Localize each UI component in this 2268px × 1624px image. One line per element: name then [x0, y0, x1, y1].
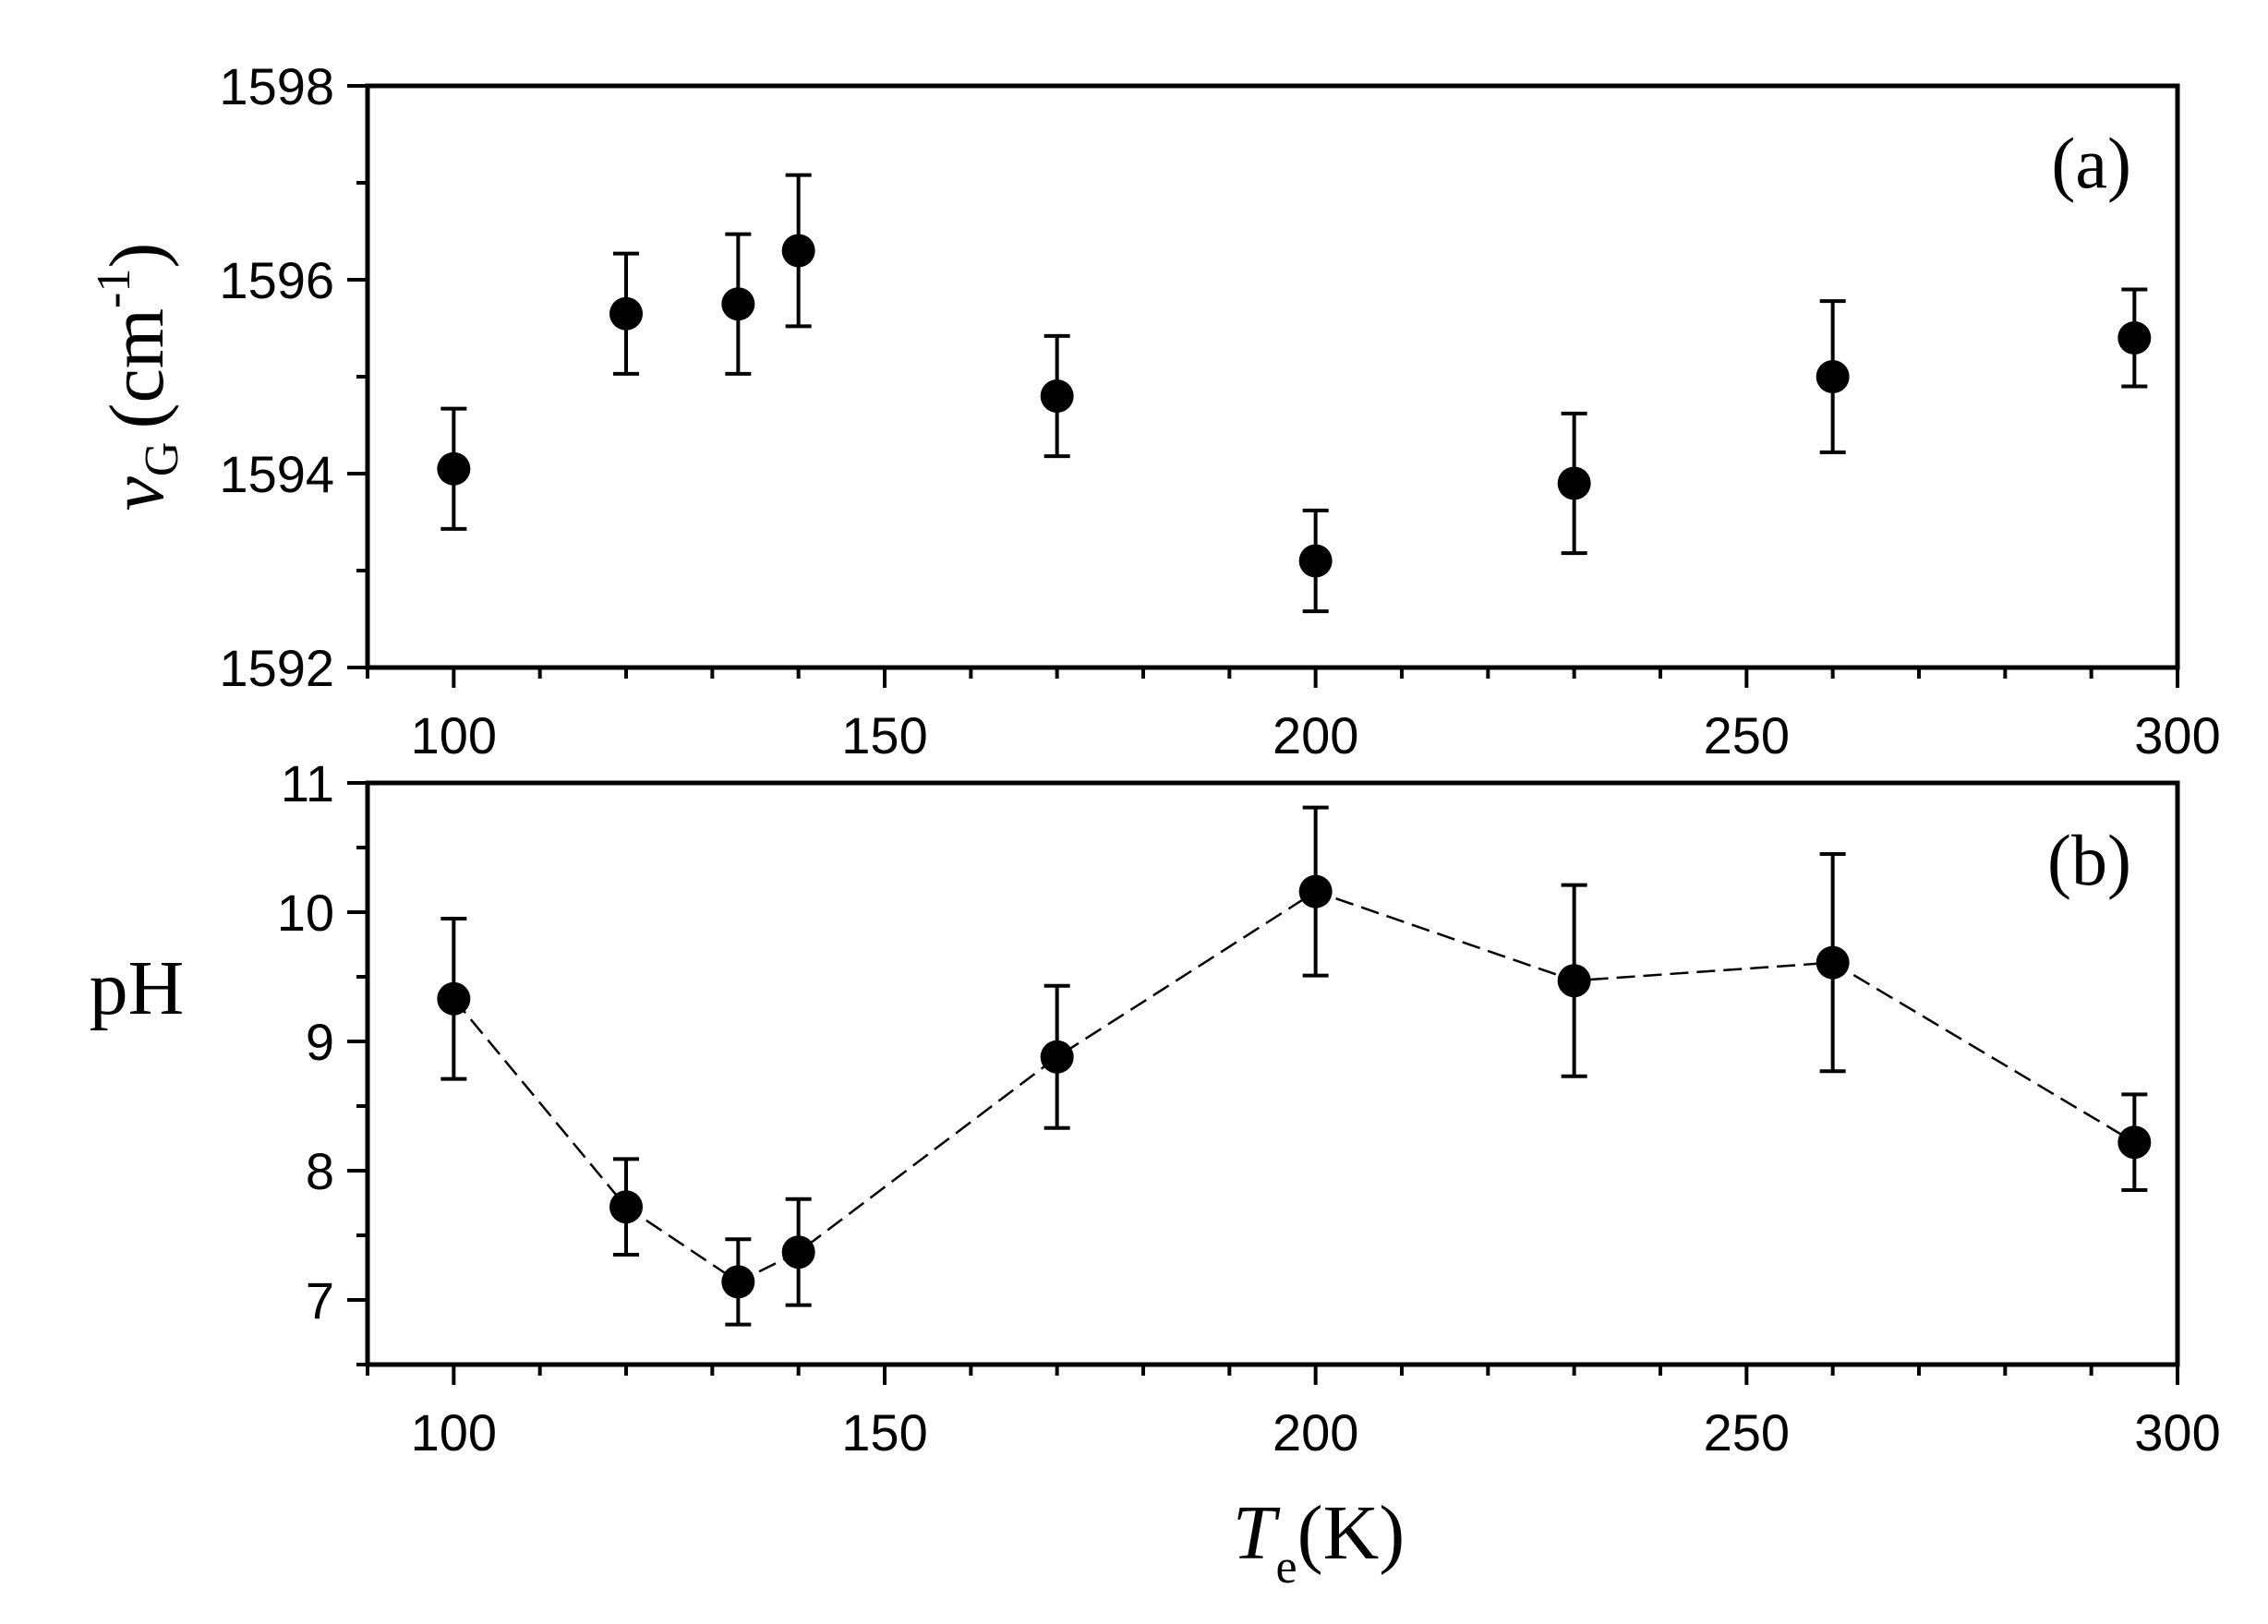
y-tick-label: 1596	[219, 251, 334, 309]
x-tick-label: 200	[1273, 1403, 1358, 1462]
y-tick-label: 10	[277, 884, 334, 942]
data-point	[1040, 379, 1074, 413]
x-axis-symbol: T	[1233, 1490, 1281, 1576]
data-point	[437, 981, 471, 1016]
data-point	[1557, 466, 1591, 500]
data-point	[1298, 874, 1333, 908]
x-tick-label: 200	[1273, 706, 1358, 764]
data-point	[1040, 1040, 1074, 1074]
x-tick-label: 250	[1704, 1403, 1790, 1462]
y-axis-subscript: G	[136, 442, 188, 477]
x-axis-subscript: e	[1276, 1541, 1297, 1594]
y-tick-label: 11	[281, 754, 334, 812]
x-tick-label: 300	[2134, 706, 2220, 764]
data-point	[437, 451, 471, 486]
series-line	[452, 890, 2135, 1283]
y-tick-label: 1598	[219, 57, 334, 115]
panel-label: (a)	[2051, 123, 2131, 203]
x-axis-title: Te(K)	[1233, 1490, 1405, 1594]
y-axis-unit: (cm	[94, 308, 180, 429]
data-point	[609, 296, 643, 331]
data-point	[781, 234, 815, 268]
x-tick-label: 250	[1704, 706, 1790, 764]
data-point	[781, 1235, 815, 1269]
data-point	[1816, 945, 1850, 980]
y-axis-superscript: -1	[88, 269, 140, 308]
data-point	[2117, 1125, 2152, 1160]
panel-b-chart: 100 150 200 250 300 7 8 9 10 11 (b)	[277, 754, 2221, 1462]
data-point	[721, 1265, 755, 1299]
x-tick-label: 100	[411, 706, 497, 764]
x-axis-unit: (K)	[1297, 1490, 1405, 1576]
y-tick-label: 7	[306, 1271, 334, 1329]
data-point	[2117, 321, 2152, 355]
y-axis-title-a: νG (cm-1)	[88, 243, 188, 511]
x-tick-label: 150	[841, 1403, 927, 1462]
y-axis-title-b: pH	[90, 945, 185, 1031]
data-point	[721, 287, 755, 321]
y-tick-label: 8	[306, 1142, 334, 1200]
y-tick-label: 1594	[219, 445, 334, 503]
data-point	[1816, 360, 1850, 393]
panel-label: (b)	[2047, 820, 2131, 900]
plot-frame	[365, 780, 2180, 1367]
data-point	[1557, 964, 1591, 998]
x-tick-label: 100	[411, 1403, 497, 1462]
panel-a-chart: 100 150 200 250 300 1592 1594 1596 1598 (a)	[219, 57, 2220, 764]
data-point	[1298, 544, 1333, 578]
data-point	[609, 1190, 643, 1224]
y-axis-unit-close: )	[94, 243, 180, 269]
y-axis-symbol: ν	[94, 475, 180, 511]
x-tick-label: 300	[2134, 1403, 2220, 1462]
y-tick-label: 1592	[219, 639, 334, 697]
y-tick-label: 9	[306, 1013, 334, 1071]
x-tick-label: 150	[841, 706, 927, 764]
plot-frame	[365, 83, 2180, 670]
